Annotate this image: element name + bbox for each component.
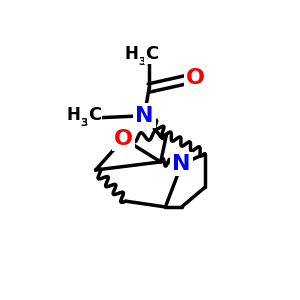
Text: H: H (67, 106, 80, 124)
Text: 3: 3 (139, 58, 146, 68)
Text: O: O (114, 129, 133, 149)
Text: 3: 3 (80, 118, 88, 128)
Text: C: C (145, 46, 158, 64)
Text: O: O (186, 68, 205, 88)
Text: H: H (125, 46, 139, 64)
Text: C: C (88, 106, 101, 124)
Text: N: N (172, 154, 191, 174)
Text: N: N (135, 106, 154, 126)
